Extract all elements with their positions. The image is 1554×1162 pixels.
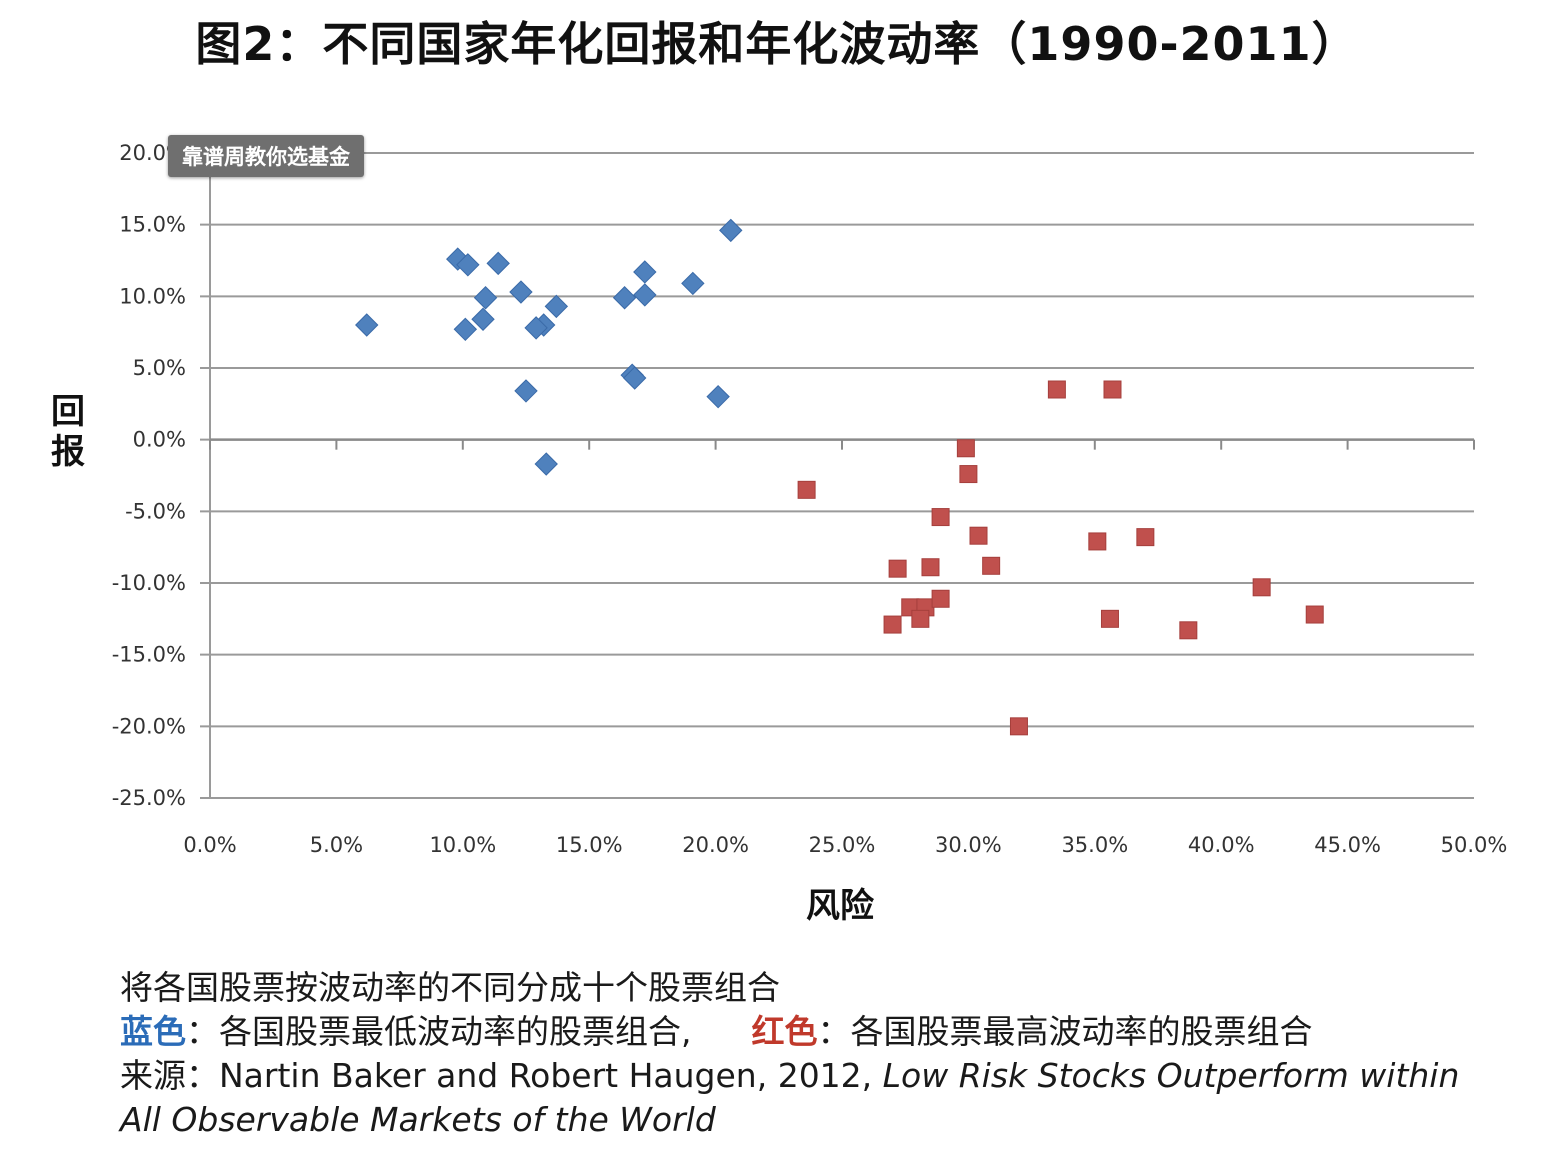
y-tick-label: 10.0%: [119, 284, 186, 308]
high-volatility-point: [1305, 605, 1324, 624]
high-volatility-point: [931, 589, 950, 608]
low-volatility-point: [486, 251, 510, 276]
y-tick-label: -25.0%: [112, 786, 186, 810]
x-tick-label: 45.0%: [1314, 833, 1381, 857]
high-volatility-point: [1179, 621, 1198, 640]
x-tick-label: 35.0%: [1061, 833, 1128, 857]
data-points: [355, 218, 1324, 736]
low-volatility-point: [534, 452, 558, 476]
high-volatility-point: [1009, 717, 1028, 736]
high-volatility-point: [959, 465, 978, 484]
red-legend-label: 红色: [751, 1012, 818, 1051]
gridlines: [200, 152, 1474, 799]
y-tick-label: 5.0%: [133, 356, 186, 380]
low-volatility-point: [456, 253, 480, 277]
low-volatility-point: [471, 307, 495, 331]
high-volatility-point: [1136, 528, 1155, 547]
low-volatility-point: [622, 366, 647, 390]
high-volatility-point: [1103, 380, 1122, 399]
high-volatility-point: [969, 526, 988, 545]
high-volatility-point: [1047, 380, 1066, 399]
high-volatility-point: [888, 559, 907, 578]
x-tick-label: 20.0%: [682, 833, 749, 857]
y-tick-label: 0.0%: [133, 428, 186, 452]
low-volatility-point: [633, 260, 657, 284]
low-volatility-point: [509, 280, 533, 304]
x-tick-label: 50.0%: [1441, 833, 1508, 857]
caption-block: 将各国股票按波动率的不同分成十个股票组合 蓝色：各国股票最低波动率的股票组合, 红…: [120, 966, 1520, 1142]
low-volatility-point: [473, 286, 498, 310]
red-legend-text: ：各国股票最高波动率的股票组合: [817, 1012, 1313, 1051]
low-volatility-point: [355, 313, 379, 337]
low-volatility-point: [612, 286, 637, 310]
chart-title: 图2：不同国家年化回报和年化波动率（1990-2011）: [195, 17, 1359, 71]
source-title-part2: All Observable Markets of the World: [120, 1100, 716, 1139]
low-volatility-point: [633, 283, 657, 307]
y-tick-label: 15.0%: [119, 213, 186, 237]
scatter-chart: 20.0% 15.0% 10.0% 5.0% 0.0% -5.0% -10.0% -15.0%…: [112, 141, 1508, 857]
source-prefix: 来源：Nartin Baker and Robert Haugen, 2012,: [120, 1056, 873, 1095]
high-volatility-point: [797, 480, 816, 499]
high-volatility-point: [982, 556, 1001, 575]
x-tick-label: 5.0%: [310, 833, 363, 857]
high-volatility-point: [956, 439, 975, 458]
x-tick-label: 10.0%: [429, 833, 496, 857]
source-title-part1: Low Risk Stocks Outperform within: [882, 1056, 1460, 1095]
caption-line-1: 将各国股票按波动率的不同分成十个股票组合: [120, 968, 780, 1007]
high-volatility-point: [1252, 578, 1271, 597]
watermark-badge: 靠谱周教你选基金: [168, 135, 364, 177]
y-tick-label: -20.0%: [112, 714, 186, 738]
high-volatility-point: [1100, 609, 1119, 628]
low-volatility-point: [524, 316, 548, 340]
caption-line-2: 蓝色：各国股票最低波动率的股票组合, 红色：各国股票最高波动率的股票组合: [120, 1010, 1520, 1054]
low-volatility-point: [719, 218, 743, 243]
y-tick-label: -5.0%: [125, 499, 186, 523]
x-tick-label: 15.0%: [556, 833, 623, 857]
x-tick-label: 40.0%: [1188, 833, 1255, 857]
low-volatility-point: [514, 379, 538, 403]
tick-labels: 20.0% 15.0% 10.0% 5.0% 0.0% -5.0% -10.0% -15.0%…: [112, 141, 1508, 857]
x-tick-label: 30.0%: [935, 833, 1002, 857]
low-volatility-point: [706, 384, 730, 409]
caption-line-3: 来源：Nartin Baker and Robert Haugen, 2012,…: [120, 1054, 1520, 1098]
axes: [209, 148, 1475, 798]
low-volatility-point: [544, 294, 569, 319]
y-tick-label: -10.0%: [112, 571, 186, 595]
high-volatility-point: [911, 609, 930, 628]
y-axis-label: 回报: [51, 392, 85, 472]
blue-legend-label: 蓝色: [120, 1012, 186, 1051]
x-tick-label: 25.0%: [809, 833, 876, 857]
x-tick-label: 0.0%: [183, 833, 236, 857]
low-volatility-point: [681, 271, 705, 296]
x-axis-label: 风险: [806, 886, 874, 926]
high-volatility-point: [1088, 532, 1107, 551]
low-volatility-point: [453, 317, 478, 342]
high-volatility-point: [921, 558, 940, 577]
high-volatility-point: [931, 508, 950, 527]
y-tick-label: -15.0%: [112, 643, 186, 667]
high-volatility-point: [883, 615, 902, 634]
blue-legend-text: ：各国股票最低波动率的股票组合,: [186, 1012, 692, 1051]
